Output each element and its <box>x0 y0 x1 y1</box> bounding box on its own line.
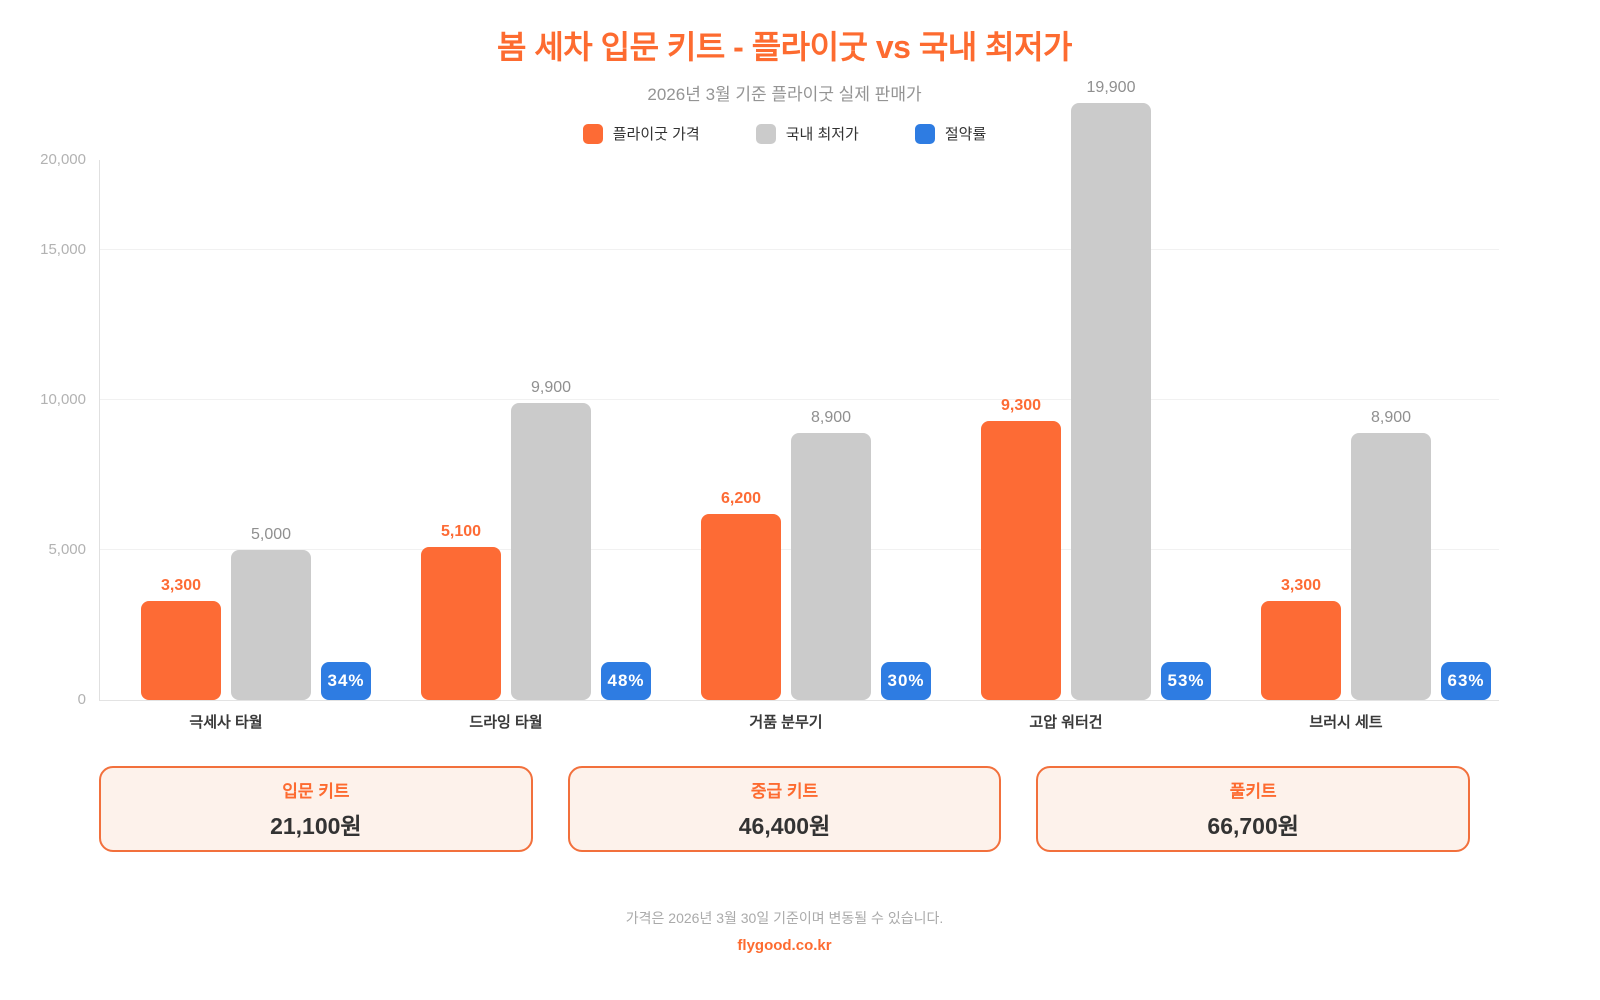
kit-card-intermediate: 중급 키트 46,400원 <box>567 766 1002 852</box>
kit-card-starter: 입문 키트 21,100원 <box>99 766 533 852</box>
bar-chart-plot: 0 5,000 10,000 15,000 20,000 3,300 5,000 34% 극세사… <box>40 79 1499 731</box>
bar-flygood-price <box>1261 601 1341 700</box>
chart-header: 봄 세차 입문 키트 - 플라이굿 vs 국내 최저가 2026년 3월 기준 … <box>99 0 1470 144</box>
bar-value-label-flygood: 6,200 <box>720 490 762 507</box>
x-axis-category-label: 브러시 세트 <box>1309 714 1383 731</box>
bar-value-label-market: 8,900 <box>810 409 852 426</box>
bar-value-label-flygood: 3,300 <box>160 577 202 594</box>
bar-value-label-market: 8,900 <box>1370 409 1412 426</box>
bar-flygood-price <box>141 601 221 700</box>
bar-market-low-price <box>511 403 591 700</box>
legend-label-flygood-price: 플라이굿 가격 <box>612 126 700 143</box>
legend-swatch-gray-icon <box>755 123 776 144</box>
bar-value-label-flygood: 9,300 <box>1000 397 1042 414</box>
y-axis-tick-label: 15,000 <box>40 241 86 258</box>
bar-value-label-market: 19,900 <box>1086 79 1136 96</box>
kit-card-price: 21,100원 <box>270 813 362 839</box>
bar-value-label-flygood: 5,100 <box>440 523 482 540</box>
savings-rate-badge: 48% <box>601 662 651 700</box>
x-axis-category-label: 고압 워터건 <box>1029 714 1103 731</box>
bar-flygood-price <box>701 514 781 700</box>
bar-market-low-price <box>231 550 311 700</box>
legend-item-savings-rate: 절약률 <box>914 123 987 144</box>
kit-card-price: 46,400원 <box>738 813 831 839</box>
kit-card-title: 중급 키트 <box>750 782 819 801</box>
savings-rate-badge: 34% <box>321 662 371 700</box>
legend-item-flygood-price: 플라이굿 가격 <box>582 123 700 144</box>
y-axis-tick-label: 0 <box>77 691 86 708</box>
x-axis-category-label: 극세사 타월 <box>189 714 263 731</box>
kit-cards: 입문 키트 21,100원 중급 키트 46,400원 풀키트 66,700원 <box>99 766 1471 852</box>
bar-flygood-price <box>981 421 1061 700</box>
kit-card-title: 입문 키트 <box>282 782 350 801</box>
legend-swatch-blue-icon <box>914 123 935 144</box>
kit-card-title: 풀키트 <box>1229 782 1277 801</box>
bar-value-label-market: 9,900 <box>530 379 572 396</box>
savings-rate-badge: 53% <box>1161 662 1211 700</box>
legend-label-savings-rate: 절약률 <box>944 126 987 143</box>
bar-market-low-price <box>1071 103 1151 700</box>
y-axis-tick-label: 10,000 <box>40 391 86 408</box>
chart-subtitle: 2026년 3월 기준 플라이굿 실제 판매가 <box>647 85 922 104</box>
x-axis-category-label: 드라잉 타월 <box>469 714 543 731</box>
legend-swatch-orange-icon <box>582 123 603 144</box>
legend-label-market-low: 국내 최저가 <box>785 126 859 143</box>
x-axis-category-label: 거품 분무기 <box>749 714 823 731</box>
footer: 가격은 2026년 3월 30일 기준이며 변동될 수 있습니다. flygoo… <box>99 908 1470 954</box>
bar-market-low-price <box>1351 433 1431 700</box>
savings-rate-badge: 30% <box>881 662 931 700</box>
bar-value-label-flygood: 3,300 <box>1280 577 1322 594</box>
chart-legend: 플라이굿 가격 국내 최저가 절약률 <box>99 123 1470 144</box>
gridline-15000 <box>100 249 1499 250</box>
bar-market-low-price <box>791 433 871 700</box>
bar-flygood-price <box>421 547 501 700</box>
kit-card-full: 풀키트 66,700원 <box>1036 766 1471 852</box>
footer-brand-url: flygood.co.kr <box>737 937 832 954</box>
footer-disclaimer: 가격은 2026년 3월 30일 기준이며 변동될 수 있습니다. <box>625 910 944 926</box>
y-axis-tick-label: 5,000 <box>48 541 86 558</box>
chart-title: 봄 세차 입문 키트 - 플라이굿 vs 국내 최저가 <box>497 29 1072 65</box>
y-axis-tick-label: 20,000 <box>40 151 86 168</box>
legend-item-market-low: 국내 최저가 <box>755 123 859 144</box>
kit-card-price: 66,700원 <box>1207 813 1299 839</box>
bar-value-label-market: 5,000 <box>250 526 292 543</box>
savings-rate-badge: 63% <box>1441 662 1491 700</box>
gridline-10000 <box>100 399 1499 400</box>
